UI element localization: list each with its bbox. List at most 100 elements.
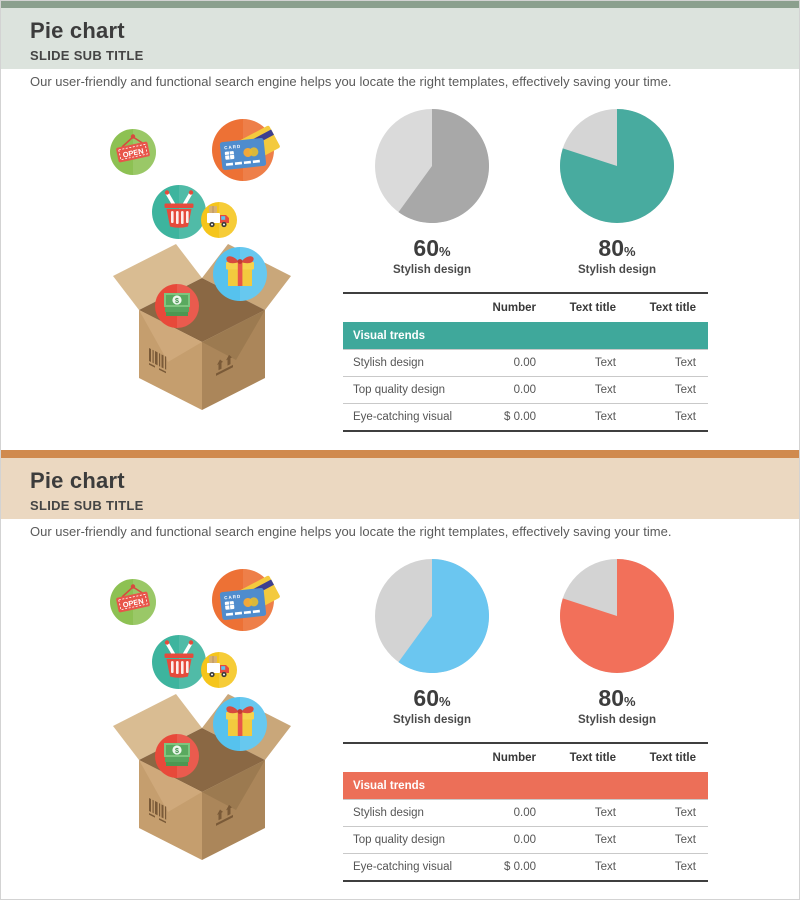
- shopping-basket-icon: [152, 185, 206, 239]
- pie-chart-80: [560, 559, 675, 673]
- barcode-icon: [149, 798, 167, 824]
- delivery-truck-icon: [201, 652, 237, 688]
- table-cell: Text: [674, 861, 696, 873]
- percent-sign: %: [439, 244, 451, 259]
- slide-top-accent-bar: [0, 450, 800, 458]
- table-row: Eye-catching visual $ 0.00 Text Text: [343, 853, 708, 882]
- pie-value: 80%: [598, 235, 636, 261]
- table-cell: Text: [674, 807, 696, 819]
- pie-label: Stylish design: [578, 714, 656, 726]
- pie-label: Stylish design: [578, 264, 656, 276]
- pie-chart-block-60: 60% Stylish design: [342, 104, 522, 276]
- credit-card-icon: CARD: [212, 569, 280, 631]
- column-header: [343, 293, 460, 322]
- gift-icon: [213, 247, 267, 301]
- table-cell: Eye-catching visual: [353, 411, 453, 423]
- shopping-basket-icon: [152, 635, 206, 689]
- column-header: Number: [492, 752, 536, 764]
- svg-text:CARD: CARD: [224, 594, 241, 601]
- this-side-up-icon: [216, 804, 233, 826]
- table-section-banner: Visual trends: [343, 772, 708, 800]
- open-sign-icon: OPEN: [110, 129, 156, 175]
- pie-chart-60: [375, 559, 490, 673]
- table-cell: Text: [594, 807, 616, 819]
- table-cell: 0.00: [513, 807, 536, 819]
- shopping-box-illustration: OPEN CARD: [95, 560, 295, 880]
- table-cell: Text: [594, 357, 616, 369]
- open-sign-icon: OPEN: [110, 579, 156, 625]
- column-header: [343, 743, 460, 772]
- table-cell: Text: [594, 861, 616, 873]
- table-header-row: Number Text title Text title: [343, 293, 708, 322]
- slide-subtitle: SLIDE SUB TITLE: [30, 498, 144, 513]
- table-cell: Text: [674, 357, 696, 369]
- table-cell: 0.00: [513, 384, 536, 396]
- column-header: Number: [492, 302, 536, 314]
- table-cell: Stylish design: [353, 357, 424, 369]
- money-icon: $: [155, 734, 199, 778]
- table-row: Top quality design 0.00 Text Text: [343, 826, 708, 854]
- pie-chart-block-80: 80% Stylish design: [527, 104, 707, 276]
- barcode-icon: [149, 348, 167, 374]
- shopping-box-illustration: OPEN CARD: [95, 110, 295, 430]
- gift-icon: [213, 697, 267, 751]
- money-icon: $: [155, 284, 199, 328]
- slide-description: Our user-friendly and functional search …: [30, 524, 672, 539]
- slide-title: Pie chart: [30, 18, 125, 43]
- table-cell: Text: [594, 384, 616, 396]
- table-cell: Eye-catching visual: [353, 861, 453, 873]
- table-cell: 0.00: [513, 357, 536, 369]
- pie-label: Stylish design: [393, 264, 471, 276]
- percent-sign: %: [624, 694, 636, 709]
- table-cell: 0.00: [513, 834, 536, 846]
- table-row: Stylish design 0.00 Text Text: [343, 799, 708, 827]
- slide-header: Pie chart SLIDE SUB TITLE: [0, 458, 800, 519]
- pie-label: Stylish design: [393, 714, 471, 726]
- table-cell: Top quality design: [353, 834, 446, 846]
- column-header: Text title: [649, 302, 696, 314]
- data-table: Number Text title Text title Visual tren…: [343, 742, 708, 882]
- svg-text:$: $: [175, 298, 179, 305]
- slide-header: Pie chart SLIDE SUB TITLE: [0, 8, 800, 69]
- column-header: Text title: [569, 302, 616, 314]
- svg-text:OPEN: OPEN: [122, 596, 145, 609]
- table-cell: Stylish design: [353, 807, 424, 819]
- table-cell: Text: [674, 384, 696, 396]
- table-cell: Text: [674, 834, 696, 846]
- percent-sign: %: [439, 694, 451, 709]
- slide-1: Pie chart SLIDE SUB TITLE Our user-frien…: [0, 0, 800, 432]
- pie-chart-60: [375, 109, 490, 223]
- table-cell: Text: [594, 834, 616, 846]
- pie-chart-block-80: 80% Stylish design: [527, 554, 707, 726]
- table-cell: $ 0.00: [504, 861, 536, 873]
- percent-sign: %: [624, 244, 636, 259]
- svg-text:$: $: [175, 748, 179, 755]
- table-cell: Text: [594, 411, 616, 423]
- column-header: Text title: [569, 752, 616, 764]
- delivery-truck-icon: [201, 202, 237, 238]
- table-cell: Text: [674, 411, 696, 423]
- pie-value: 80%: [598, 685, 636, 711]
- this-side-up-icon: [216, 354, 233, 376]
- pie-value: 60%: [413, 235, 451, 261]
- table-section-banner: Visual trends: [343, 322, 708, 350]
- slide-subtitle: SLIDE SUB TITLE: [30, 48, 144, 63]
- svg-text:CARD: CARD: [224, 144, 241, 151]
- data-table: Number Text title Text title Visual tren…: [343, 292, 708, 432]
- shopping-box-illustration-svg: OPEN CARD: [110, 569, 291, 860]
- svg-text:OPEN: OPEN: [122, 146, 145, 159]
- table-row: Eye-catching visual $ 0.00 Text Text: [343, 403, 708, 432]
- pie-value: 60%: [413, 685, 451, 711]
- slide-description: Our user-friendly and functional search …: [30, 74, 672, 89]
- slide-title: Pie chart: [30, 468, 125, 493]
- shopping-box-illustration-svg: OPEN CARD: [110, 119, 291, 410]
- pie-chart-block-60: 60% Stylish design: [342, 554, 522, 726]
- pie-chart-80: [560, 109, 675, 223]
- table-header-row: Number Text title Text title: [343, 743, 708, 772]
- table-row: Stylish design 0.00 Text Text: [343, 349, 708, 377]
- credit-card-icon: CARD: [212, 119, 280, 181]
- slide-2: Pie chart SLIDE SUB TITLE Our user-frien…: [0, 450, 800, 900]
- column-header: Text title: [649, 752, 696, 764]
- slide-top-accent-bar: [0, 0, 800, 8]
- table-cell: $ 0.00: [504, 411, 536, 423]
